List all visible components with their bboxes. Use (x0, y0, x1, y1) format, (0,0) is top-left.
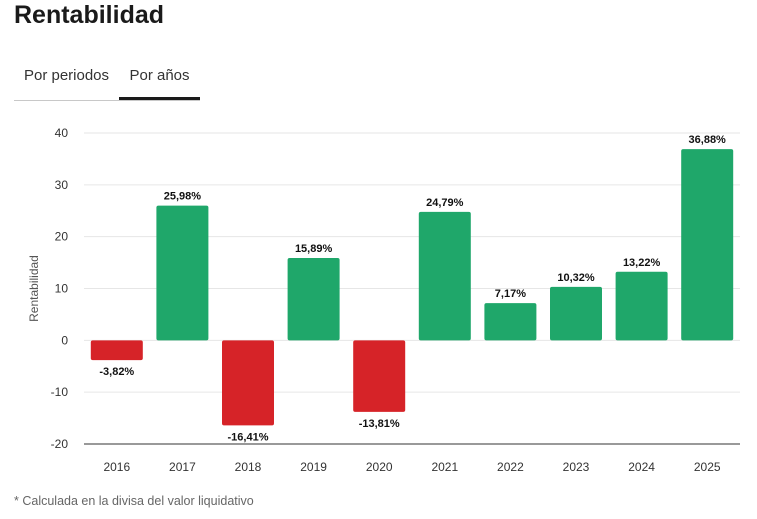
data-label: 7,17% (495, 288, 526, 300)
footnote: * Calculada en la divisa del valor liqui… (14, 494, 254, 508)
x-tick-label: 2018 (235, 460, 262, 474)
bar-2021 (418, 211, 471, 341)
data-label: 13,22% (623, 257, 661, 269)
bar-2016 (90, 340, 143, 361)
tab-por-anos[interactable]: Por años (119, 62, 200, 100)
data-label: 10,32% (557, 272, 595, 284)
y-tick-label: 30 (55, 178, 69, 192)
y-tick-label: 20 (55, 230, 69, 244)
data-label: 24,79% (426, 197, 464, 209)
x-tick-label: 2017 (169, 460, 196, 474)
x-tick-label: 2025 (694, 460, 721, 474)
bar-chart: -20 -10 0 10 20 30 40 Rentabilidad -3,82% 2016 25,… (27, 126, 740, 474)
x-tick-label: 2021 (431, 460, 458, 474)
bar-2025 (681, 149, 734, 341)
page-title: Rentabilidad (14, 1, 165, 29)
x-tick-label: 2023 (563, 460, 590, 474)
bar-2024 (615, 271, 668, 341)
x-tick-label: 2024 (628, 460, 655, 474)
bar-2023 (550, 286, 602, 341)
y-tick-label: 0 (61, 333, 68, 347)
bar-2022 (484, 303, 537, 341)
y-tick-label: -10 (51, 385, 69, 399)
data-label: 25,98% (164, 191, 202, 203)
tab-por-periodos[interactable]: Por periodos (23, 67, 110, 84)
x-tick-label: 2022 (497, 460, 524, 474)
data-label: 36,88% (689, 134, 727, 146)
x-tick-label: 2019 (300, 460, 327, 474)
data-label: 15,89% (295, 243, 333, 255)
bar-2020 (353, 340, 406, 412)
x-tick-label: 2016 (103, 460, 130, 474)
bar-2017 (156, 205, 209, 341)
data-label: -13,81% (359, 418, 400, 430)
bar-2018 (222, 340, 274, 426)
y-tick-label: -20 (51, 437, 69, 451)
y-axis-label: Rentabilidad (27, 255, 41, 322)
bar-2019 (287, 257, 340, 341)
tab-bar: Por periodos Por años (14, 62, 200, 101)
y-tick-label: 10 (55, 282, 69, 296)
data-label: -3,82% (99, 366, 134, 378)
data-label: -16,41% (228, 431, 269, 443)
y-tick-label: 40 (55, 126, 69, 140)
x-tick-label: 2020 (366, 460, 393, 474)
